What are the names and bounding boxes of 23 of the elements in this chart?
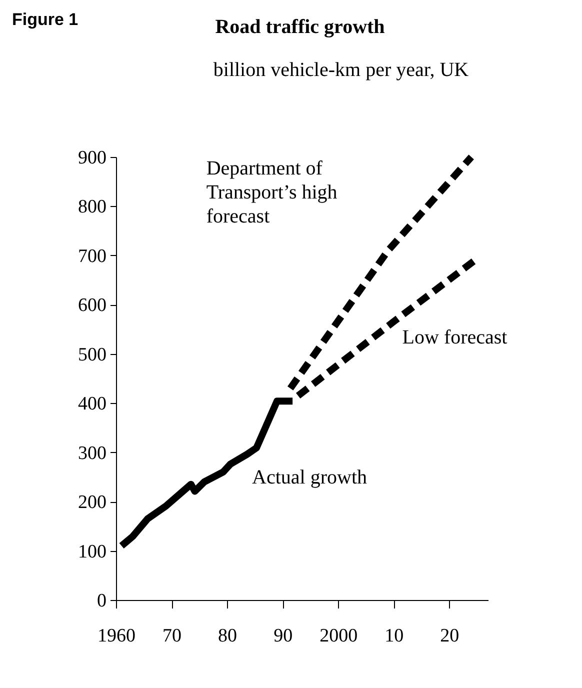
y-tick-label: 700 bbox=[78, 246, 106, 267]
y-tick-label: 100 bbox=[78, 541, 106, 562]
x-tick-label: 1960 bbox=[98, 626, 136, 646]
y-tick-label: 300 bbox=[78, 442, 106, 464]
series-label: Low forecast bbox=[402, 326, 508, 348]
x-tick-label: 90 bbox=[274, 626, 293, 646]
chart-subtitle: billion vehicle-km per year, UK bbox=[213, 59, 470, 81]
caption: Figure 1 bbox=[12, 10, 78, 29]
y-tick-label: 200 bbox=[78, 492, 106, 514]
x-tick-label: 80 bbox=[218, 626, 238, 646]
y-tick-label: 600 bbox=[78, 295, 106, 316]
y-tick-label: 400 bbox=[78, 394, 106, 415]
chart-title: Road traffic growth bbox=[215, 16, 385, 38]
x-tick-label: 20 bbox=[440, 626, 460, 646]
series-label: Actual growth bbox=[252, 466, 368, 488]
y-tick-label: 800 bbox=[78, 196, 106, 218]
x-tick-label: 2000 bbox=[320, 626, 358, 646]
y-tick-label: 900 bbox=[78, 148, 106, 168]
y-tick-label: 0 bbox=[97, 590, 106, 612]
x-tick-label: 10 bbox=[384, 626, 404, 646]
x-tick-label: 70 bbox=[162, 626, 182, 646]
text: Department of Transport’s high forecast bbox=[206, 157, 338, 228]
y-tick-label: 500 bbox=[78, 344, 106, 366]
